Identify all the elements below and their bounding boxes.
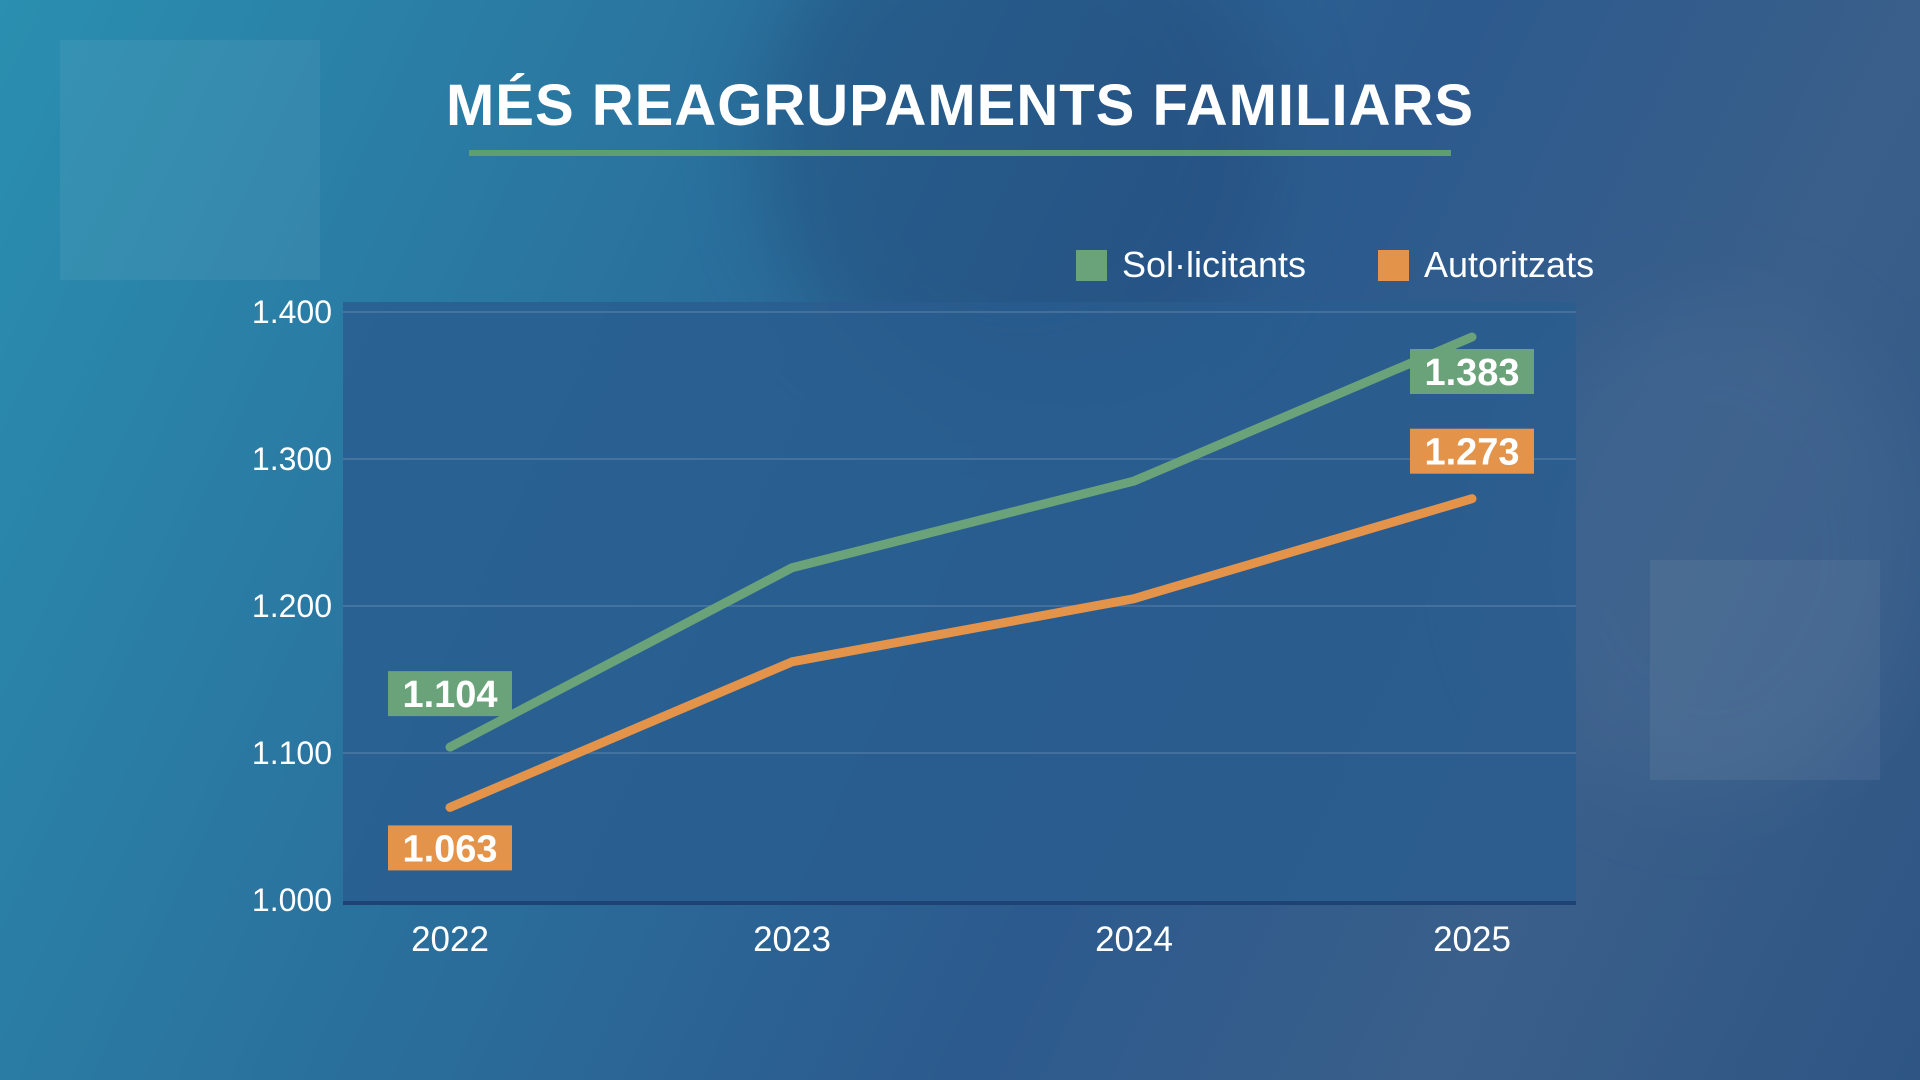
y-tick-label: 1.000: [252, 882, 332, 918]
y-tick-label: 1.300: [252, 441, 332, 477]
legend-swatch-autoritzats: [1378, 249, 1409, 281]
title-underline: [469, 150, 1451, 156]
chart-title: MÉS REAGRUPAMENTS FAMILIARS: [445, 73, 1475, 138]
data-label-text: 1.273: [1424, 432, 1519, 474]
y-tick-label: 1.400: [252, 294, 332, 330]
x-tick-label: 2025: [1433, 920, 1511, 959]
data-label-text: 1.383: [1424, 352, 1519, 394]
data-label: 1.383: [1410, 348, 1534, 394]
data-label-text: 1.063: [402, 828, 497, 870]
series-lines: [445, 332, 1477, 812]
data-label-box: [1410, 428, 1534, 474]
data-labels: 1.104 1.383 1.063 1.273: [388, 348, 1534, 871]
data-label-text: 1.104: [402, 674, 497, 716]
x-tick-label: 2023: [753, 920, 831, 959]
x-axis-ticks: 2022 2023 2024 2025: [411, 920, 1511, 959]
x-tick-label: 2024: [1095, 920, 1173, 959]
data-label-box: [1410, 348, 1534, 394]
y-tick-label: 1.200: [252, 588, 332, 624]
y-axis-ticks: 1.000 1.100 1.200 1.300 1.400: [252, 294, 332, 918]
legend-item-autoritzats: Autoritzats: [1378, 244, 1594, 286]
x-tick-label: 2022: [411, 920, 489, 959]
legend-item-solicitants: Sol·licitants: [1076, 244, 1306, 286]
legend-label-autoritzats: Autoritzats: [1424, 244, 1595, 285]
plot-area: [343, 302, 1576, 903]
legend-label-solicitants: Sol·licitants: [1122, 244, 1307, 285]
series-line-0: [445, 332, 1477, 752]
y-tick-label: 1.100: [252, 735, 332, 771]
data-label-box: [388, 825, 512, 871]
series-line-1: [445, 494, 1477, 812]
background-panel: [60, 40, 320, 280]
legend-swatch-solicitants: [1076, 249, 1107, 281]
grid-lines: [343, 311, 1576, 754]
background-panel: [1650, 560, 1880, 780]
data-label: 1.273: [1410, 428, 1534, 474]
data-label: 1.063: [388, 825, 512, 871]
data-label: 1.104: [388, 671, 512, 717]
data-label-box: [388, 671, 512, 717]
